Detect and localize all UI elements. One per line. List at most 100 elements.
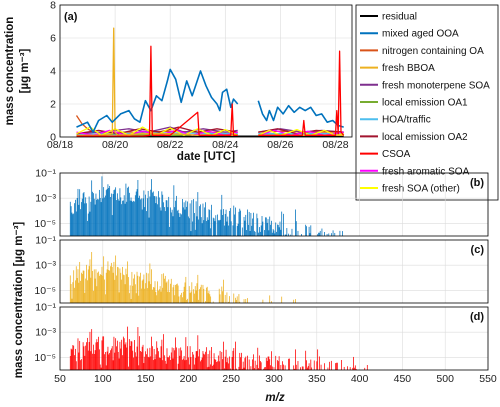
spectrum-bar <box>104 195 106 236</box>
panel-a-xtick-label: 08/26 <box>267 139 293 151</box>
spectrum-bar <box>194 364 195 370</box>
spectrum-bar <box>352 367 354 370</box>
spectrum-bar <box>187 346 188 370</box>
spectrum-bar <box>107 184 109 236</box>
spectrum-bar <box>171 347 173 370</box>
spectrum-bar <box>155 354 157 370</box>
legend-label: fresh SOA (other) <box>382 184 460 195</box>
spectrum-bar <box>192 351 194 370</box>
spectrum-bar <box>158 351 159 370</box>
spectrum-bar <box>128 293 130 303</box>
spectrum-bar <box>196 283 198 303</box>
spectrum-bar <box>80 209 81 236</box>
spectrum-bar <box>217 220 219 236</box>
series-line-csoa <box>76 45 345 137</box>
spectrum-bar <box>127 261 129 303</box>
spectrum-bar <box>118 292 120 303</box>
spectrum-bar <box>183 286 185 303</box>
spectrum-bar <box>209 350 211 370</box>
spectrum-bar <box>170 278 172 303</box>
spectrum-bar <box>96 199 98 236</box>
spectrum-bar <box>105 190 107 236</box>
spectrum-bar <box>281 296 283 303</box>
spectrum-bar <box>278 356 280 370</box>
spectrum-bar <box>114 189 116 236</box>
spectrum-bar <box>106 269 108 303</box>
spectrum-bar <box>93 269 95 303</box>
spectrum-bar <box>109 270 111 303</box>
spectrum-bar <box>145 194 146 236</box>
spectrum-bar <box>93 193 94 236</box>
spectrum-bar <box>134 195 136 236</box>
spectrum-panel-tag: (c) <box>471 244 485 256</box>
spectrum-bar <box>275 355 277 370</box>
spectrum-bar <box>281 211 283 236</box>
spectrum-bar <box>100 274 102 303</box>
spectrum-bar <box>101 266 103 303</box>
spectra-xtick-label: 300 <box>265 373 283 385</box>
spectrum-bar <box>208 209 210 236</box>
spectrum-bar <box>293 299 295 303</box>
spectrum-bar <box>144 288 146 303</box>
spectrum-bar <box>90 277 92 303</box>
spectrum-bar <box>199 206 200 236</box>
spectrum-bar <box>291 228 293 236</box>
spectrum-bar <box>212 364 214 370</box>
spectrum-bar <box>194 357 196 370</box>
spectrum-bar <box>161 339 163 370</box>
spectrum-bar <box>178 348 180 370</box>
spectrum-bar <box>129 345 131 370</box>
spectrum-bar <box>89 331 91 370</box>
spectrum-bar <box>241 368 243 370</box>
spectrum-bar <box>209 294 211 303</box>
spectrum-bar <box>110 350 111 370</box>
spectrum-bar <box>253 354 254 370</box>
spectrum-bar <box>93 353 95 370</box>
spectrum-bar <box>116 340 118 370</box>
spectrum-bar <box>86 264 87 303</box>
spectrum-bar <box>259 361 261 370</box>
spectrum-bar <box>147 273 149 303</box>
spectrum-bar <box>134 340 135 370</box>
panel-a-ylabel-line1: mass concentration <box>4 17 16 126</box>
spectrum-bar <box>159 207 161 236</box>
spectra-xtick-label: 150 <box>137 373 155 385</box>
panel-a-ticks: 08/18 08/20 08/22 08/24 08/26 08/28 0 2 4 6 8 <box>47 0 349 151</box>
spectra-xtick-label: 450 <box>394 373 412 385</box>
spectrum-bar <box>265 217 266 236</box>
spectrum-bar <box>95 193 97 236</box>
spectrum-bar <box>217 214 218 236</box>
spectrum-bar <box>261 216 263 236</box>
spectra-xtick-label: 500 <box>436 373 454 385</box>
panel-a-xtick-label: 08/28 <box>322 139 348 151</box>
spectrum-bar <box>109 186 111 236</box>
spectrum-bar <box>156 196 158 236</box>
spectrum-bar <box>355 368 357 370</box>
spectrum-bar <box>326 233 328 236</box>
spectrum-bar <box>172 287 174 303</box>
spectrum-bar <box>81 272 82 303</box>
spectrum-bar <box>245 299 247 303</box>
spectrum-bar <box>72 214 74 236</box>
spectrum-bar <box>233 348 235 370</box>
spectrum-bar <box>199 289 200 303</box>
spectrum-bar <box>198 299 200 303</box>
spectrum-bar <box>153 195 155 236</box>
spectrum-bar <box>126 274 128 303</box>
spectrum-bar <box>167 291 169 303</box>
spectrum-bar <box>243 299 245 303</box>
spectrum-bar <box>271 220 272 236</box>
spectrum-bar <box>98 336 99 370</box>
spectrum-bar <box>328 233 330 236</box>
spectrum-bar <box>142 198 144 236</box>
spectrum-bar <box>364 367 366 370</box>
spectrum-bar <box>116 193 118 236</box>
spectrum-bar <box>309 233 311 236</box>
spectrum-bar <box>91 329 93 370</box>
spectrum-bar <box>188 218 190 236</box>
spectrum-bar <box>202 351 204 370</box>
spectrum-bar <box>215 215 217 236</box>
panel-a-tag: (a) <box>64 11 78 23</box>
spectrum-bar <box>238 366 240 370</box>
spectrum-bar <box>75 211 77 236</box>
